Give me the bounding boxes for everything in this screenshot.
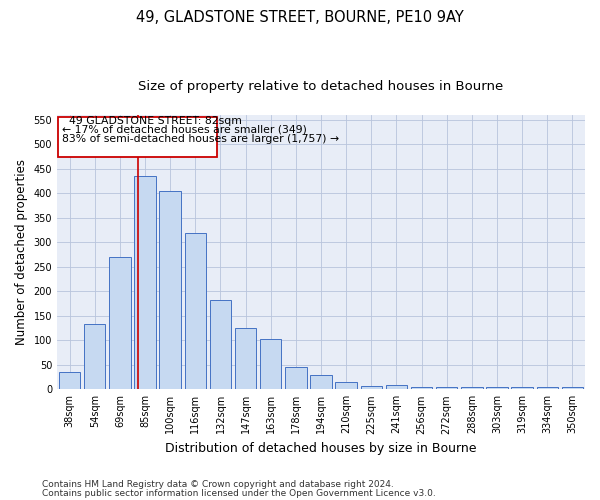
Text: Contains HM Land Registry data © Crown copyright and database right 2024.: Contains HM Land Registry data © Crown c… [42,480,394,489]
Bar [536,388,558,390]
Y-axis label: Number of detached properties: Number of detached properties [15,159,28,345]
Bar [461,387,482,390]
Bar [185,232,206,390]
Bar [335,382,357,390]
Bar [361,386,382,390]
Bar [134,176,156,390]
Bar [562,388,583,390]
Text: Contains public sector information licensed under the Open Government Licence v3: Contains public sector information licen… [42,488,436,498]
Bar [411,387,432,390]
Text: 49 GLADSTONE STREET: 82sqm: 49 GLADSTONE STREET: 82sqm [62,116,242,126]
Text: 49, GLADSTONE STREET, BOURNE, PE10 9AY: 49, GLADSTONE STREET, BOURNE, PE10 9AY [136,10,464,25]
Bar [511,387,533,390]
Bar [386,385,407,390]
Bar [436,388,457,390]
Bar [59,372,80,390]
Bar [487,388,508,390]
Bar [260,339,281,390]
Title: Size of property relative to detached houses in Bourne: Size of property relative to detached ho… [139,80,503,93]
Text: ← 17% of detached houses are smaller (349): ← 17% of detached houses are smaller (34… [62,124,307,134]
Bar [285,367,307,390]
X-axis label: Distribution of detached houses by size in Bourne: Distribution of detached houses by size … [165,442,477,455]
FancyBboxPatch shape [58,117,217,157]
Bar [109,257,131,390]
Bar [235,328,256,390]
Bar [84,324,106,390]
Bar [160,191,181,390]
Bar [310,375,332,390]
Text: 83% of semi-detached houses are larger (1,757) →: 83% of semi-detached houses are larger (… [62,134,339,143]
Bar [210,300,231,390]
